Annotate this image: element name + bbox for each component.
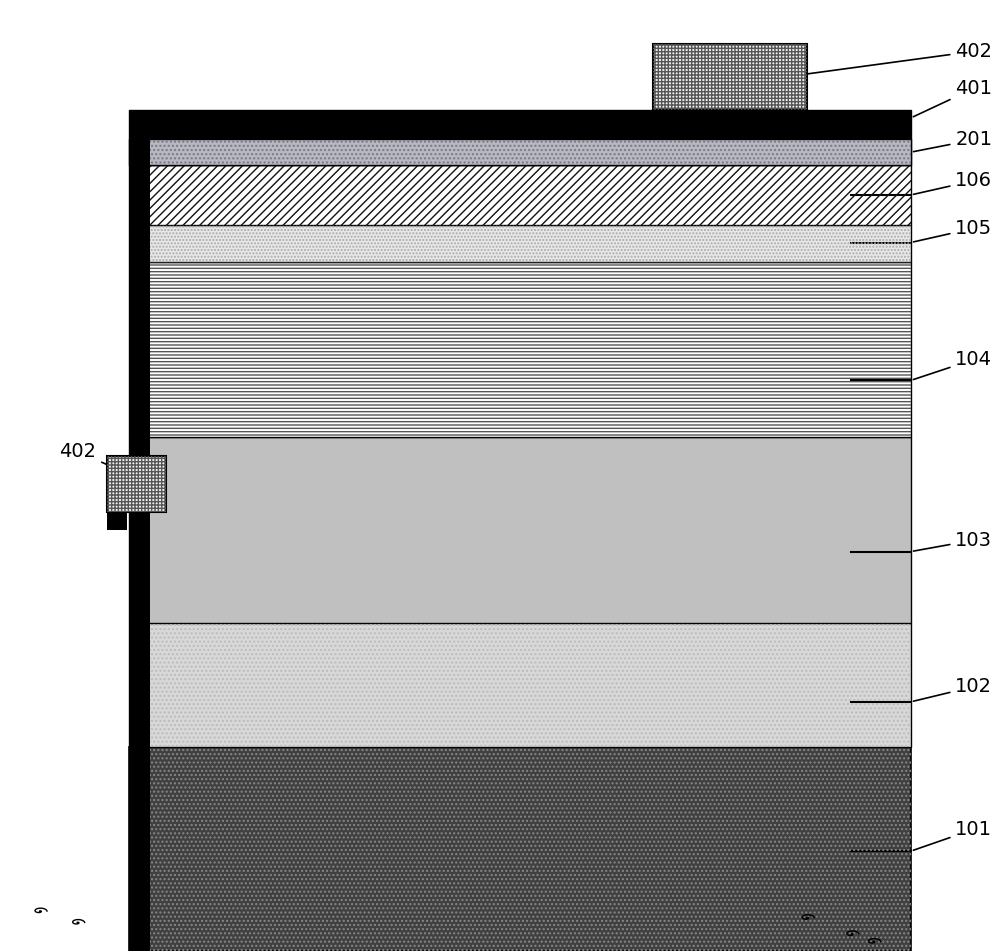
Bar [129, 262, 911, 437]
Bar [129, 623, 911, 747]
Bar [107, 456, 166, 512]
Bar [129, 437, 911, 623]
Text: 103: 103 [914, 531, 992, 551]
Text: 106: 106 [914, 171, 992, 194]
Bar [129, 437, 911, 623]
Text: 401: 401 [913, 79, 992, 117]
Bar [129, 747, 911, 951]
Bar [653, 44, 807, 110]
Bar [129, 139, 150, 951]
Text: 105: 105 [914, 219, 992, 242]
Bar [129, 165, 911, 225]
Bar [129, 110, 911, 139]
Bar [129, 139, 911, 165]
Bar [129, 110, 911, 139]
Bar [129, 139, 911, 165]
Bar [129, 262, 911, 437]
Bar [653, 44, 807, 110]
Text: 201: 201 [914, 130, 992, 151]
Text: 104: 104 [913, 350, 992, 379]
Bar [107, 456, 166, 512]
Text: 402: 402 [780, 42, 992, 78]
Bar [129, 623, 911, 747]
Text: 102: 102 [914, 677, 992, 701]
Bar [129, 165, 911, 225]
Bar [129, 225, 911, 262]
Bar [129, 225, 911, 262]
Bar [129, 139, 911, 165]
Text: 402: 402 [59, 442, 164, 490]
Bar [107, 512, 127, 530]
Bar [129, 747, 911, 951]
Text: 101: 101 [913, 820, 992, 850]
